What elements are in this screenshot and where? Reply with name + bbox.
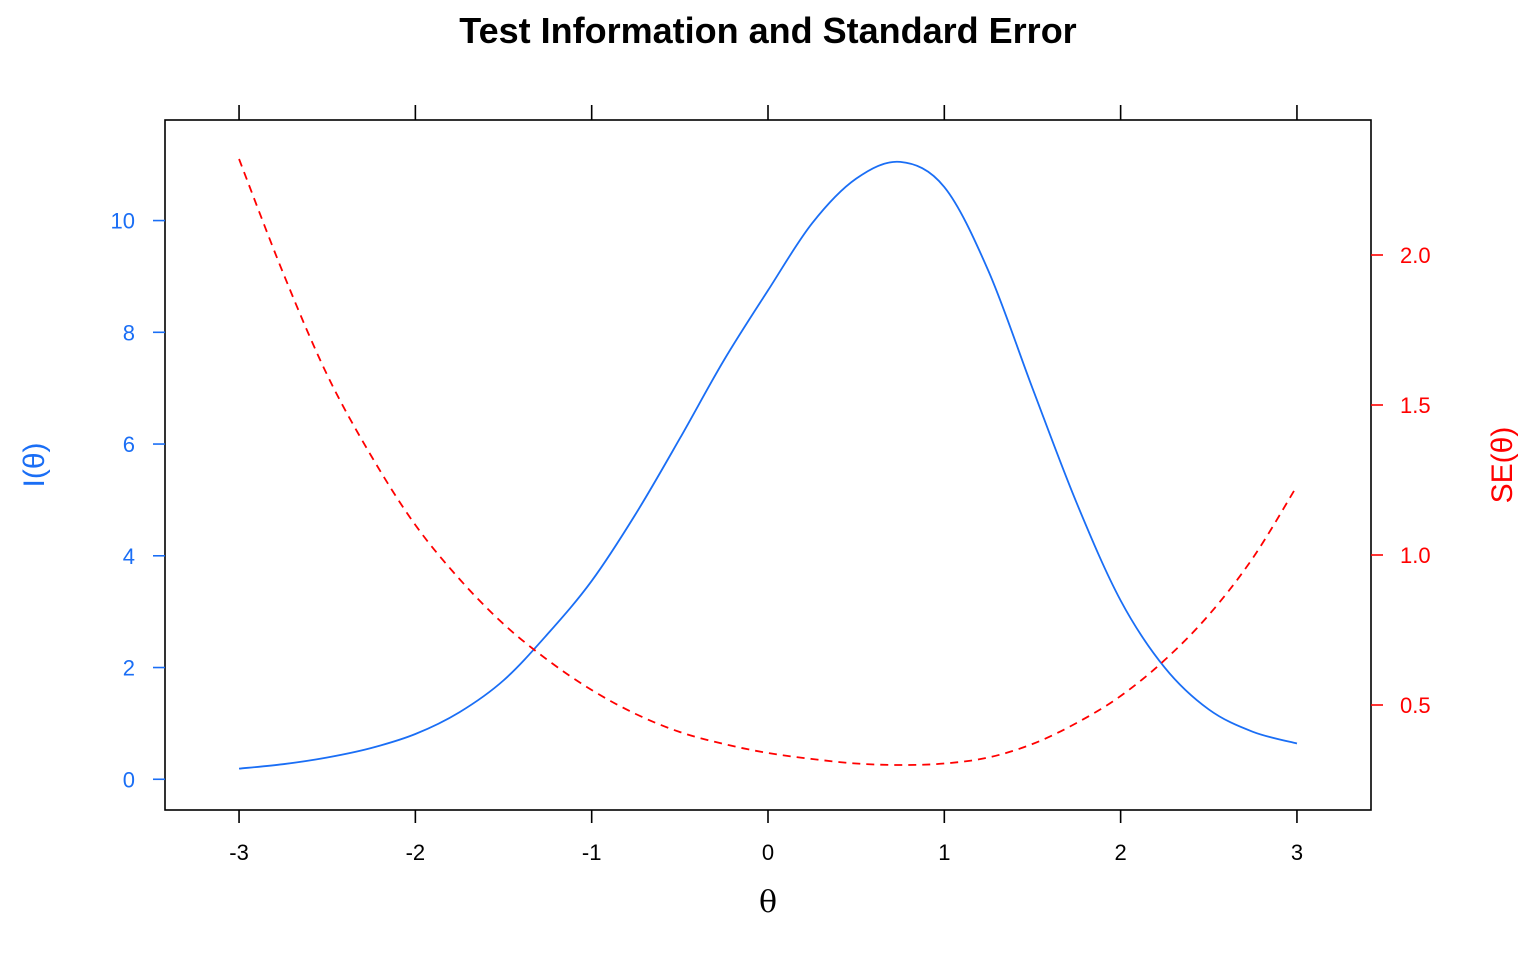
x-axis-bottom: -3 -2 -1 0 1 2 3 bbox=[229, 810, 1303, 865]
y-left-tick-label: 2 bbox=[123, 656, 135, 681]
y-left-tick-label: 8 bbox=[123, 320, 135, 345]
y-right-tick-label: 1.0 bbox=[1400, 543, 1431, 568]
x-axis-title: θ bbox=[759, 885, 777, 920]
y-right-tick-label: 1.5 bbox=[1400, 393, 1431, 418]
y-axis-right-title: SE(θ) bbox=[1486, 427, 1519, 504]
x-tick-label: -1 bbox=[582, 840, 602, 865]
plot-frame bbox=[164, 119, 1372, 811]
x-tick-label: 0 bbox=[762, 840, 774, 865]
y-axis-right: 0.5 1.0 1.5 2.0 bbox=[1371, 243, 1431, 718]
y-left-tick-label: 4 bbox=[123, 544, 135, 569]
y-left-tick-label: 6 bbox=[123, 432, 135, 457]
x-tick-label: -2 bbox=[406, 840, 426, 865]
y-axis-left: 0 2 4 6 8 10 bbox=[111, 209, 165, 792]
chart-title: Test Information and Standard Error bbox=[459, 10, 1076, 51]
y-axis-left-title: I(θ) bbox=[18, 443, 51, 488]
y-right-tick-label: 2.0 bbox=[1400, 243, 1431, 268]
x-tick-label: 1 bbox=[938, 840, 950, 865]
y-right-tick-label: 0.5 bbox=[1400, 693, 1431, 718]
se-curve bbox=[238, 158, 1298, 766]
x-tick-label: 2 bbox=[1115, 840, 1127, 865]
x-tick-label: 3 bbox=[1291, 840, 1303, 865]
y-left-tick-label: 10 bbox=[111, 209, 135, 234]
x-axis-top bbox=[238, 105, 1298, 120]
series-layer bbox=[238, 158, 1298, 770]
y-left-tick-label: 0 bbox=[123, 767, 135, 792]
x-tick-label: -3 bbox=[229, 840, 249, 865]
information-curve bbox=[238, 160, 1298, 770]
